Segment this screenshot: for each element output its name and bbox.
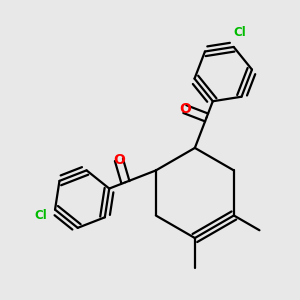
Text: O: O (179, 102, 191, 116)
Text: O: O (113, 153, 125, 167)
Text: Cl: Cl (233, 26, 246, 39)
Text: Cl: Cl (34, 209, 47, 222)
